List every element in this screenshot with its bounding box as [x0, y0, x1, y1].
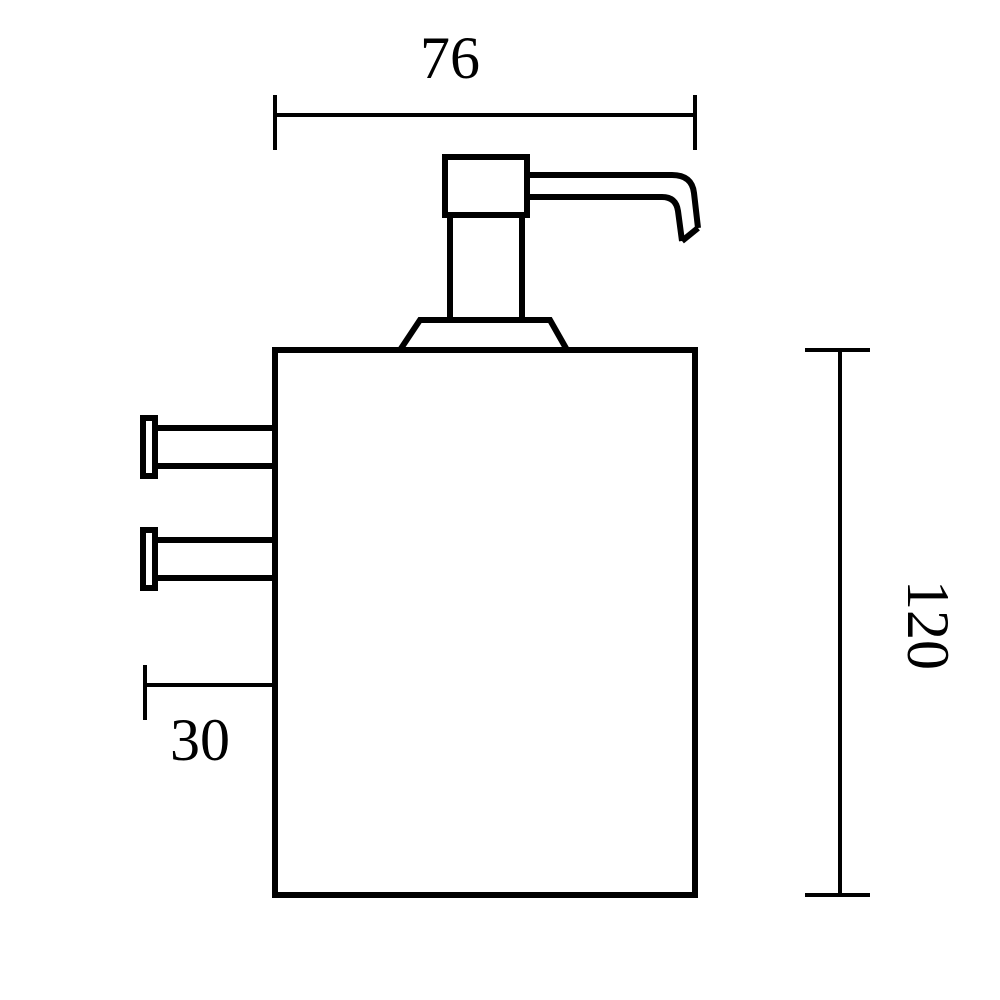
pump-stem	[450, 215, 522, 320]
pump-collar	[400, 320, 567, 350]
mount-0-cap	[143, 418, 155, 476]
mount-1-cap	[143, 530, 155, 588]
dispenser-body	[275, 350, 695, 895]
dim-right-value: 120	[895, 580, 961, 670]
dim-top-value: 76	[420, 25, 480, 91]
nozzle-bottom	[527, 197, 682, 241]
nozzle-tip	[682, 228, 698, 241]
pump-head	[445, 157, 527, 215]
dim-bl-value: 30	[170, 707, 230, 773]
technical-drawing: 76 120 30	[0, 0, 1000, 1000]
